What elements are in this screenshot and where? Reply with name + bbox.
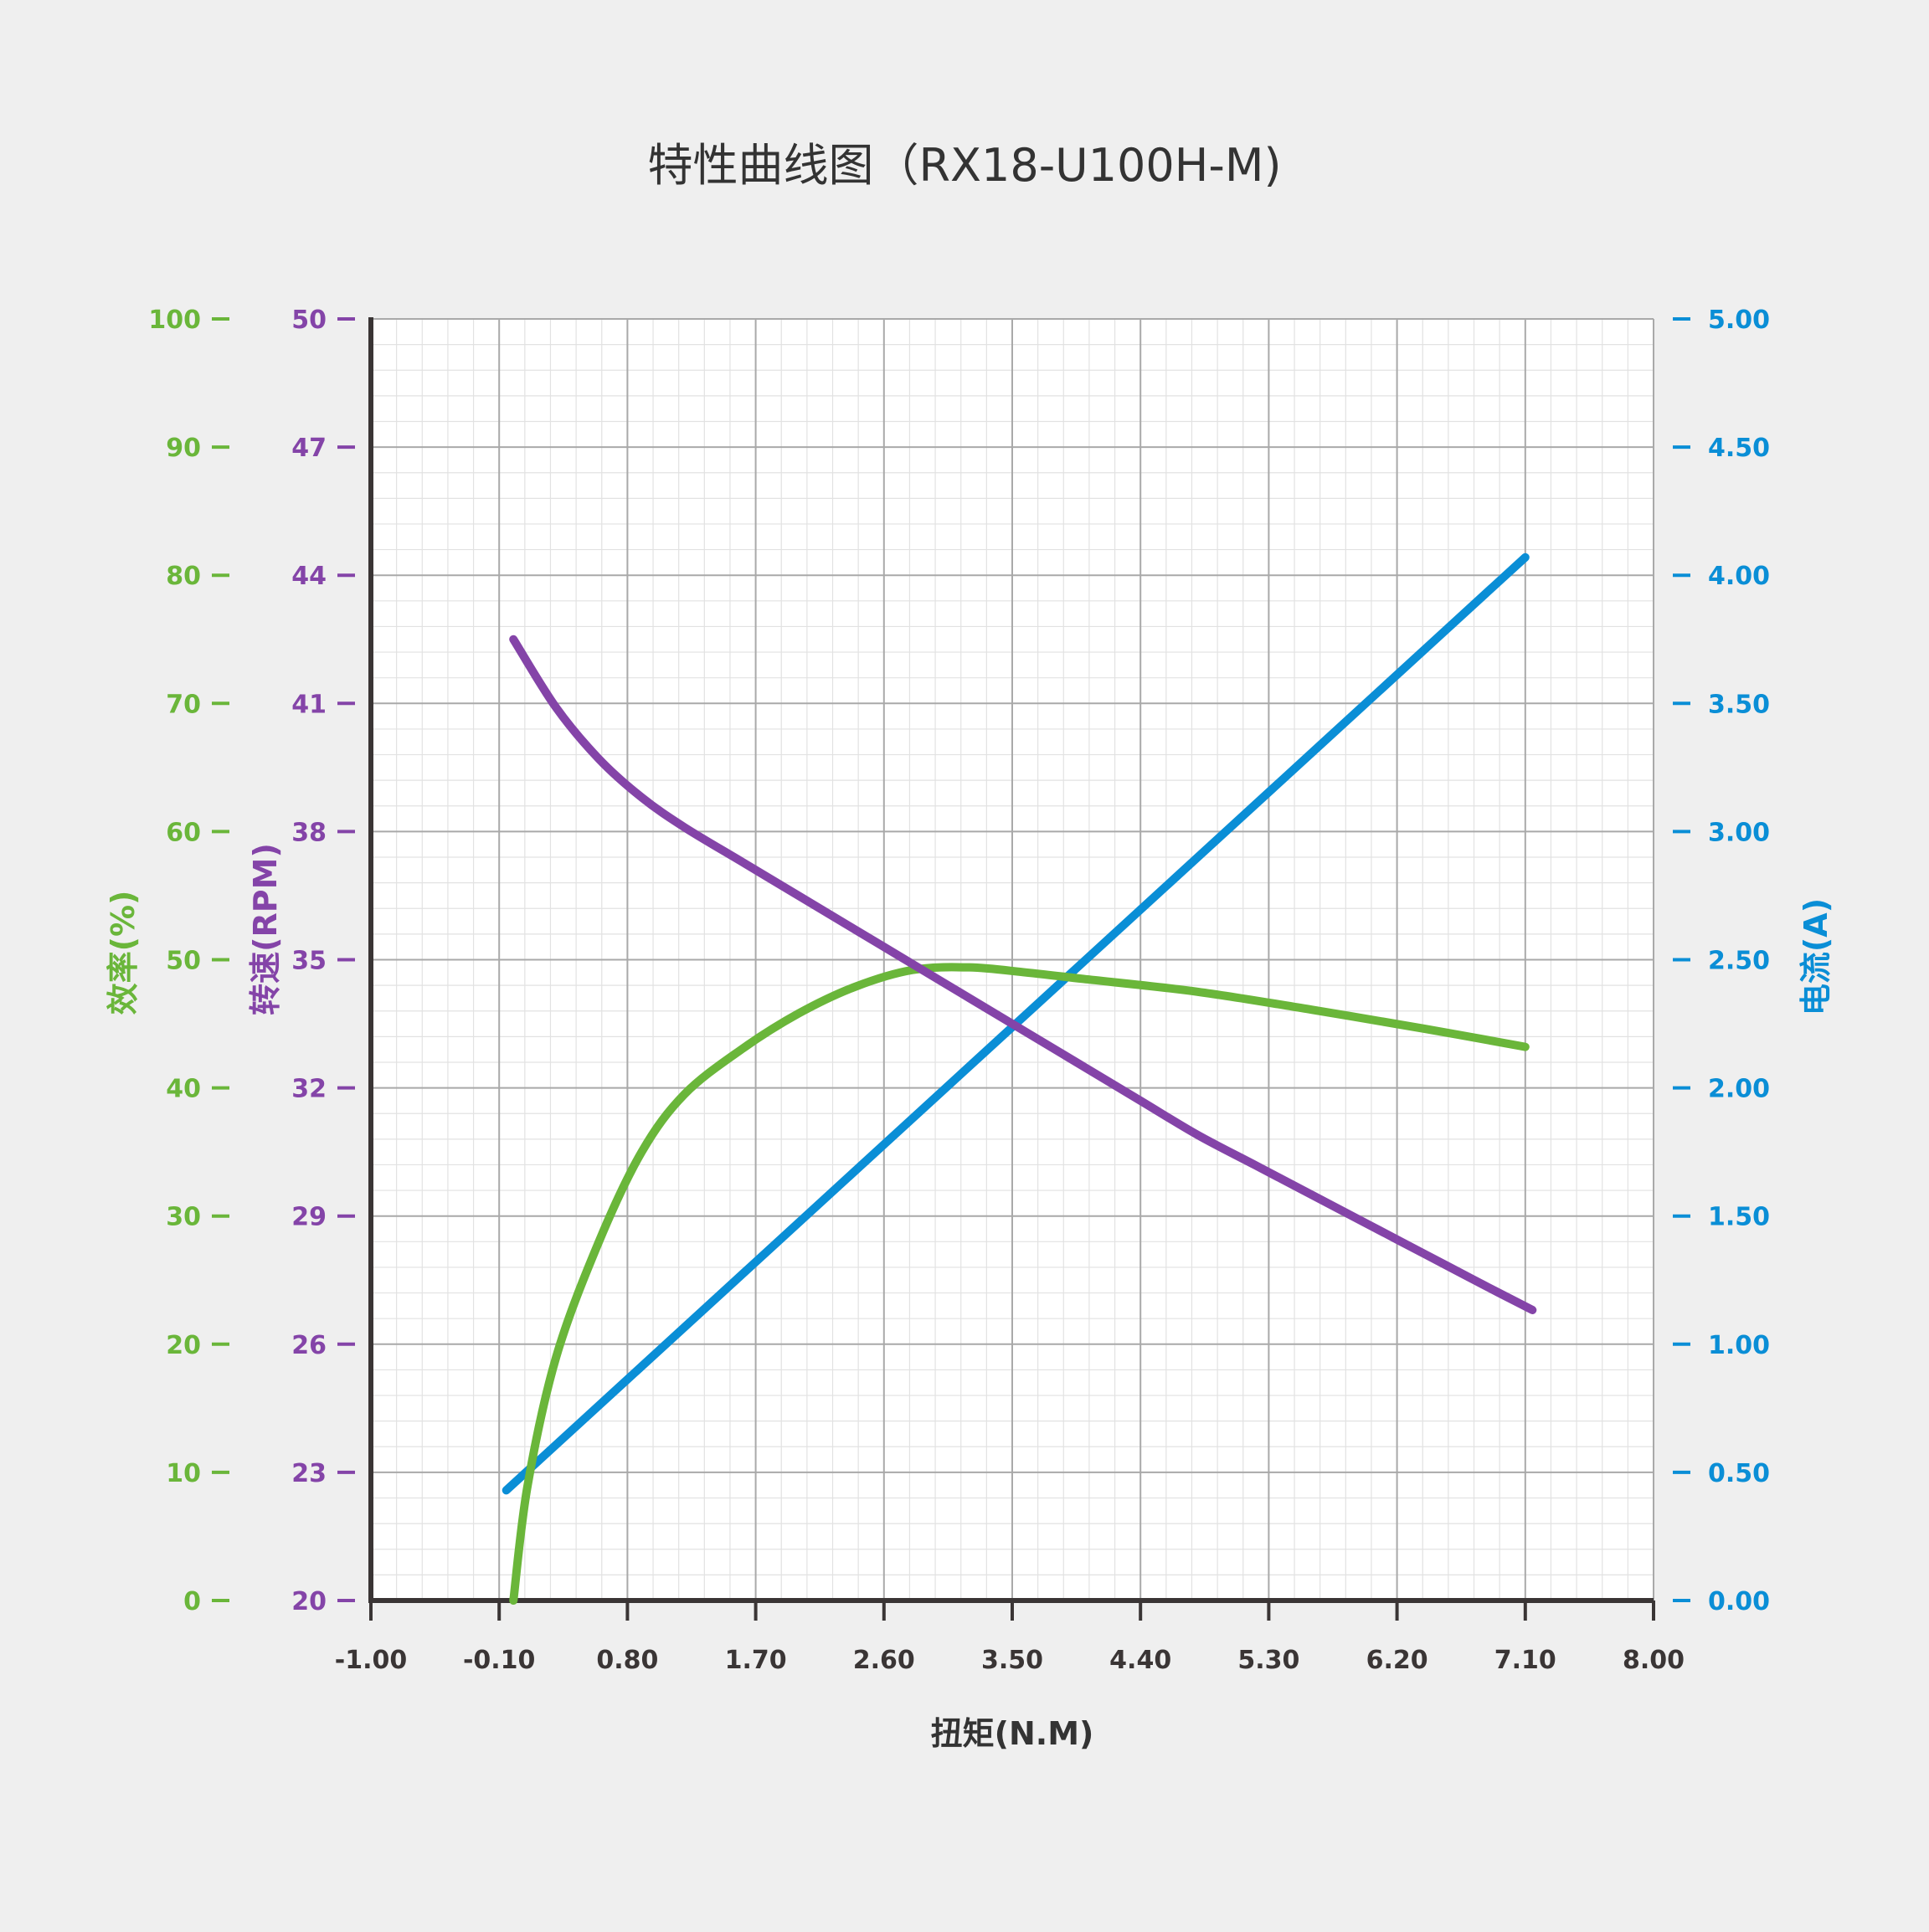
efficiency-tick-label: 20	[166, 1331, 201, 1360]
efficiency-tick-label: 90	[166, 434, 201, 463]
efficiency-tick-label: 50	[166, 947, 201, 976]
efficiency-tick-label: 100	[148, 306, 201, 335]
x-tick-label: 1.70	[725, 1646, 787, 1675]
speed-tick-label: 26	[291, 1331, 327, 1360]
plot-area: -1.00 -0.10 0.80 1.70 2.60 3.50 4.40 5.30 6.20 7.…	[105, 306, 1834, 1752]
efficiency-tick-label: 80	[166, 562, 201, 591]
current-tick-label: 4.00	[1708, 562, 1770, 591]
x-tick-label: 6.20	[1366, 1646, 1428, 1675]
x-tick-label: 8.00	[1623, 1646, 1685, 1675]
speed-tick-label: 41	[291, 690, 327, 719]
current-tick-label: 3.50	[1708, 690, 1770, 719]
current-tick-label: 5.00	[1708, 306, 1770, 335]
efficiency-tick-label: 10	[166, 1459, 201, 1488]
efficiency-tick-label: 70	[166, 690, 201, 719]
x-tick-label: 5.30	[1237, 1646, 1299, 1675]
current-axis-title: 电流(A)	[1798, 898, 1834, 1015]
efficiency-tick-label: 60	[166, 818, 201, 847]
efficiency-tick-label: 30	[166, 1203, 201, 1232]
current-tick-label: 0.50	[1708, 1459, 1770, 1488]
x-tick-label: 3.50	[981, 1646, 1043, 1675]
current-tick-label: 1.50	[1708, 1203, 1770, 1232]
efficiency-tick-label: 0	[183, 1587, 201, 1616]
speed-tick-label: 47	[291, 434, 327, 463]
current-tick-label: 1.00	[1708, 1331, 1770, 1360]
speed-tick-label: 32	[291, 1075, 327, 1104]
speed-series-line	[509, 635, 1537, 1314]
x-tick-label: 4.40	[1109, 1646, 1171, 1675]
speed-tick-label: 23	[291, 1459, 327, 1488]
efficiency-tick-label: 40	[166, 1075, 201, 1104]
x-tick-label: 7.10	[1494, 1646, 1556, 1675]
x-tick-label: -1.00	[335, 1646, 407, 1675]
current-tick-label: 3.00	[1708, 818, 1770, 847]
x-axis-title: 扭矩(N.M)	[931, 1715, 1094, 1752]
chart-title: 特性曲线图（RX18-U100H-M)	[647, 139, 1281, 192]
current-tick-label: 0.00	[1708, 1587, 1770, 1616]
current-tick-label: 2.50	[1708, 947, 1770, 976]
efficiency-axis-title: 效率(%)	[105, 891, 141, 1015]
speed-axis-title: 转速(RPM)	[247, 843, 284, 1015]
x-tick-label: 0.80	[596, 1646, 658, 1675]
speed-tick-label: 44	[291, 562, 327, 591]
current-tick-label: 2.00	[1708, 1075, 1770, 1104]
speed-tick-label: 38	[291, 818, 327, 847]
x-tick-label: -0.10	[463, 1646, 535, 1675]
current-tick-label: 4.50	[1708, 434, 1770, 463]
speed-tick-label: 50	[291, 306, 327, 335]
x-tick-label: 2.60	[853, 1646, 915, 1675]
speed-tick-label: 29	[291, 1203, 327, 1232]
speed-tick-label: 20	[291, 1587, 327, 1616]
efficiency-series-line	[509, 963, 1530, 1605]
speed-tick-label: 35	[291, 947, 327, 976]
